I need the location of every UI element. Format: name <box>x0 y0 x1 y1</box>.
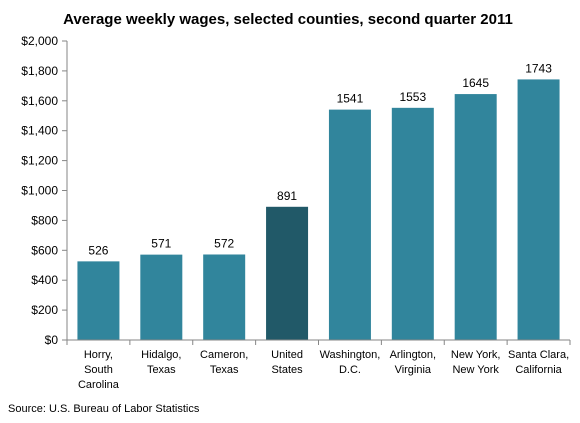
y-tick-label: $1,000 <box>21 184 58 198</box>
source-note: Source: U.S. Bureau of Labor Statistics <box>8 403 200 415</box>
y-tick-label: $800 <box>31 213 58 227</box>
y-tick-label: $1,400 <box>21 124 58 138</box>
category-label: Santa Clara, California <box>508 349 569 376</box>
bar <box>203 254 246 340</box>
x-axis: Horry, South Carolina Hidalgo, Texas Cameron,… <box>66 339 571 391</box>
data-label: 1743 <box>525 61 552 75</box>
bar <box>517 79 560 340</box>
category-label: New York, New York <box>451 349 501 376</box>
bar <box>391 107 434 340</box>
bar <box>266 206 309 340</box>
data-label: 1553 <box>399 90 426 104</box>
category-label: Arlington, Virginia <box>390 349 436 376</box>
y-tick-label: $400 <box>31 273 58 287</box>
category-label: Cameron, Texas <box>200 349 248 376</box>
category-label: Hidalgo, Texas <box>141 349 181 376</box>
y-tick-label: $600 <box>31 243 58 257</box>
category-label: Washington, D.C. <box>320 349 381 376</box>
y-tick-label: $2,000 <box>21 34 58 48</box>
y-tick-label: $1,800 <box>21 64 58 78</box>
bar <box>328 109 371 340</box>
data-label: 572 <box>214 236 234 250</box>
category-label: United States <box>271 349 303 376</box>
data-label: 891 <box>277 189 297 203</box>
bars: 526 571 572 891 1541 1553 1645 1743 <box>77 61 560 340</box>
data-label: 1645 <box>462 76 489 90</box>
y-tick-label: $1,600 <box>21 94 58 108</box>
bar <box>140 254 183 340</box>
data-label: 526 <box>88 243 108 257</box>
y-tick-label: $1,200 <box>21 154 58 168</box>
bar <box>77 261 120 340</box>
y-tick-label: $200 <box>31 303 58 317</box>
category-label: Horry, South Carolina <box>78 349 120 391</box>
data-label: 1541 <box>337 92 364 106</box>
data-label: 571 <box>151 237 171 251</box>
y-axis: $0 $200 $400 $600 $800 $1,000 $1,200 $1,400 $1,6… <box>21 34 68 347</box>
chart-title: Average weekly wages, selected counties,… <box>63 11 513 28</box>
bar <box>454 94 497 340</box>
y-tick-label: $0 <box>45 333 59 347</box>
